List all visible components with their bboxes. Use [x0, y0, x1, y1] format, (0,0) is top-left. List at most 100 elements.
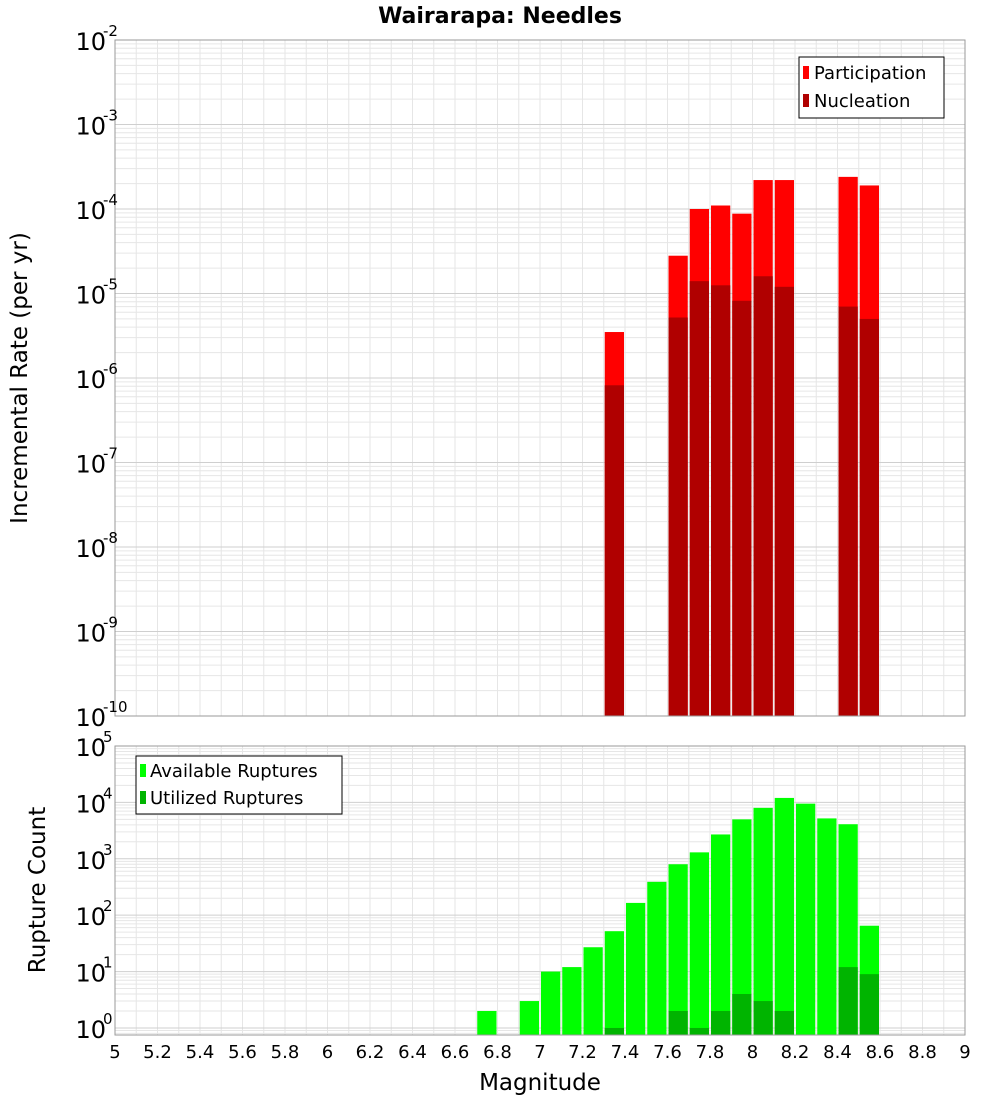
x-tick-label: 7: [534, 1042, 545, 1063]
available-ruptures-bar: [796, 803, 816, 1035]
top-grid: [114, 40, 966, 717]
nucleation-bar: [838, 306, 858, 716]
top-y-tick-label: 10: [75, 282, 106, 310]
x-tick-label: 6.2: [356, 1042, 385, 1063]
bottom-y-tick-exponent: 0: [103, 1010, 113, 1028]
utilized-legend-label: Utilized Ruptures: [150, 788, 303, 809]
nucleation-bar: [604, 385, 624, 716]
bottom-legend: Available Ruptures Utilized Ruptures: [135, 755, 343, 815]
available-ruptures-bar: [647, 881, 667, 1035]
available-ruptures-bar: [519, 1001, 539, 1035]
x-tick-label: 7.6: [653, 1042, 682, 1063]
utilized-ruptures-bar: [689, 1027, 709, 1035]
chart-title: Wairarapa: Needles: [378, 4, 622, 29]
top-y-tick-exponent: -7: [103, 445, 118, 463]
x-tick-label: 6.4: [398, 1042, 427, 1063]
top-y-tick-label: 10: [75, 366, 106, 394]
nucleation-bar: [732, 300, 752, 716]
nucleation-bar: [689, 281, 709, 716]
top-y-tick-exponent: -3: [103, 107, 118, 125]
top-y-tick-exponent: -9: [103, 614, 118, 632]
available-ruptures-bar: [626, 902, 646, 1035]
available-ruptures-bar: [562, 967, 582, 1035]
utilized-ruptures-bar: [774, 1010, 794, 1035]
x-tick-label: 8: [747, 1042, 758, 1063]
x-tick-label: 8.8: [908, 1042, 937, 1063]
bottom-y-tick-label: 10: [75, 734, 106, 762]
top-y-tick-exponent: -10: [103, 698, 128, 716]
top-y-tick-exponent: -6: [103, 360, 118, 378]
x-tick-label: 5.6: [228, 1042, 257, 1063]
top-y-tick-label: 10: [75, 28, 106, 56]
x-tick-label: 5.2: [143, 1042, 172, 1063]
x-tick-label: 5.8: [271, 1042, 300, 1063]
available-ruptures-bar: [774, 797, 794, 1035]
available-ruptures-bar: [668, 864, 688, 1035]
top-legend: Participation Nucleation: [798, 56, 945, 119]
x-tick-label: 5.4: [186, 1042, 215, 1063]
available-ruptures-bar: [817, 818, 837, 1035]
bottom-y-tick-exponent: 3: [103, 841, 113, 859]
top-y-tick-exponent: -2: [103, 22, 118, 40]
utilized-ruptures-bar: [753, 1001, 773, 1035]
x-tick-label: 6: [322, 1042, 333, 1063]
bottom-bars: [477, 797, 879, 1035]
available-ruptures-bar: [753, 807, 773, 1035]
bottom-y-tick-label: 10: [75, 847, 106, 875]
x-tick-label: 8.2: [781, 1042, 810, 1063]
utilized-ruptures-bar: [668, 1010, 688, 1035]
x-tick-label: 7.2: [568, 1042, 597, 1063]
x-tick-label: 9: [959, 1042, 970, 1063]
bottom-y-tick-exponent: 4: [103, 784, 113, 802]
available-ruptures-bar: [604, 931, 624, 1035]
x-tick-label: 7.4: [611, 1042, 640, 1063]
participation-legend-label: Participation: [814, 63, 926, 84]
bottom-y-tick-label: 10: [75, 790, 106, 818]
utilized-ruptures-bar: [732, 994, 752, 1035]
bottom-y-tick-exponent: 2: [103, 897, 113, 915]
nucleation-bar: [753, 276, 773, 716]
top-y-tick-label: 10: [75, 197, 106, 225]
available-legend-label: Available Ruptures: [150, 761, 318, 782]
utilized-ruptures-bar: [838, 967, 858, 1035]
available-ruptures-bar: [477, 1010, 497, 1035]
utilized-ruptures-bar: [859, 974, 879, 1035]
available-ruptures-bar: [732, 819, 752, 1035]
top-y-axis-label: Incremental Rate (per yr): [7, 232, 33, 524]
top-y-tick-label: 10: [75, 113, 106, 141]
utilized-legend-swatch: [140, 791, 146, 804]
available-ruptures-bar: [541, 971, 561, 1035]
bottom-plot-frame: [114, 745, 966, 1036]
top-plot-frame: [114, 39, 966, 717]
x-tick-label: 7.8: [696, 1042, 725, 1063]
utilized-ruptures-bar: [711, 1010, 731, 1035]
available-legend-swatch: [140, 764, 146, 777]
x-tick-labels: 5 5.2 5.4 5.6 5.8 6 6.2 6.4 6.6 6.8 7 7.2 7.4 7.6 7.8 8…: [109, 1042, 970, 1063]
available-ruptures-bar: [711, 834, 731, 1035]
top-bars: [604, 176, 879, 717]
x-tick-label: 6.8: [483, 1042, 512, 1063]
bottom-legend-box: [135, 755, 343, 815]
nucleation-bar: [774, 286, 794, 716]
bottom-y-tick-exponent: 1: [103, 954, 113, 972]
top-y-tick-exponent: -8: [103, 529, 118, 547]
x-tick-label: 5: [109, 1042, 120, 1063]
participation-legend-swatch: [803, 66, 809, 79]
bottom-y-tick-label: 10: [75, 960, 106, 988]
x-tick-label: 8.6: [866, 1042, 895, 1063]
x-tick-label: 8.4: [823, 1042, 852, 1063]
x-axis-label: Magnitude: [479, 1070, 601, 1096]
available-ruptures-bar: [583, 947, 603, 1035]
top-y-tick-exponent: -5: [103, 276, 118, 294]
utilized-ruptures-bar: [604, 1027, 624, 1035]
nucleation-bar: [668, 317, 688, 716]
bottom-y-axis-label: Rupture Count: [25, 807, 51, 973]
bottom-y-tick-label: 10: [75, 903, 106, 931]
top-y-tick-label: 10: [75, 620, 106, 648]
x-tick-label: 6.6: [441, 1042, 470, 1063]
